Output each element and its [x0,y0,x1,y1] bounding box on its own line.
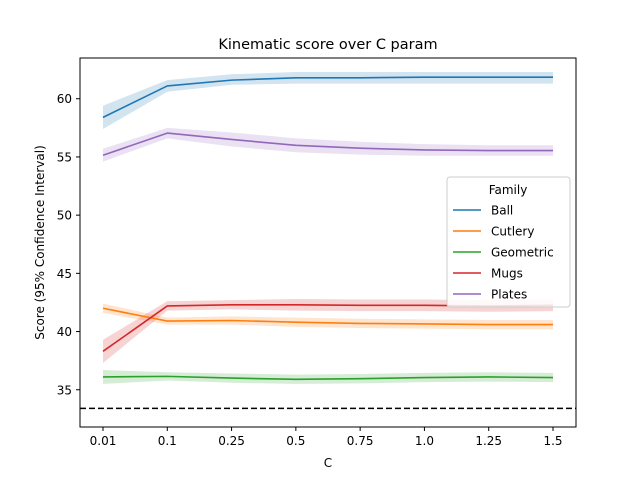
plot-frame [79,57,577,428]
ci-band-geometric [103,369,553,384]
series-line-cutlery [102,307,553,326]
x-tick-label: 1.0 [415,434,434,448]
legend: Family Ball Cutlery Geometric Mugs Plates [446,176,571,308]
legend-title: Family [489,183,528,197]
x-tick-label: 0.01 [90,434,117,448]
legend-label: Cutlery [491,225,534,239]
legend-label: Ball [491,204,513,218]
ci-band-plates [103,127,553,162]
legend-label: Mugs [491,267,523,281]
y-tick-label: 45 [57,267,72,281]
y-tick-label: 35 [57,383,72,397]
series-line-geometric [102,375,554,381]
x-tick-label: 0.25 [218,434,245,448]
x-tick-label: 0.75 [347,434,374,448]
y-tick-label: 50 [57,209,72,223]
y-tick-label: 40 [57,325,72,339]
series-line-plates [102,132,553,156]
legend-label: Geometric [491,246,554,260]
series-line-ball [102,76,553,119]
ci-band-cutlery [103,303,553,330]
confidence-bands [103,71,553,384]
y-axis-ticks: 35 40 45 50 55 60 [57,92,80,397]
y-tick-label: 55 [57,150,72,164]
x-tick-label: 1.25 [475,434,502,448]
legend-label: Plates [491,288,527,302]
x-tick-label: 0.5 [286,434,305,448]
y-tick-label: 60 [57,92,72,106]
x-axis-label: C [324,456,332,470]
x-axis-ticks: 0.01 0.1 0.25 0.5 0.75 1.0 1.25 1.5 [90,427,563,448]
y-axis-label: Score (95% Confidence Interval) [33,145,47,340]
chart-title: Kinematic score over C param [218,37,437,53]
ci-band-ball [103,71,553,130]
x-tick-label: 1.5 [543,434,562,448]
x-tick-label: 0.1 [158,434,177,448]
